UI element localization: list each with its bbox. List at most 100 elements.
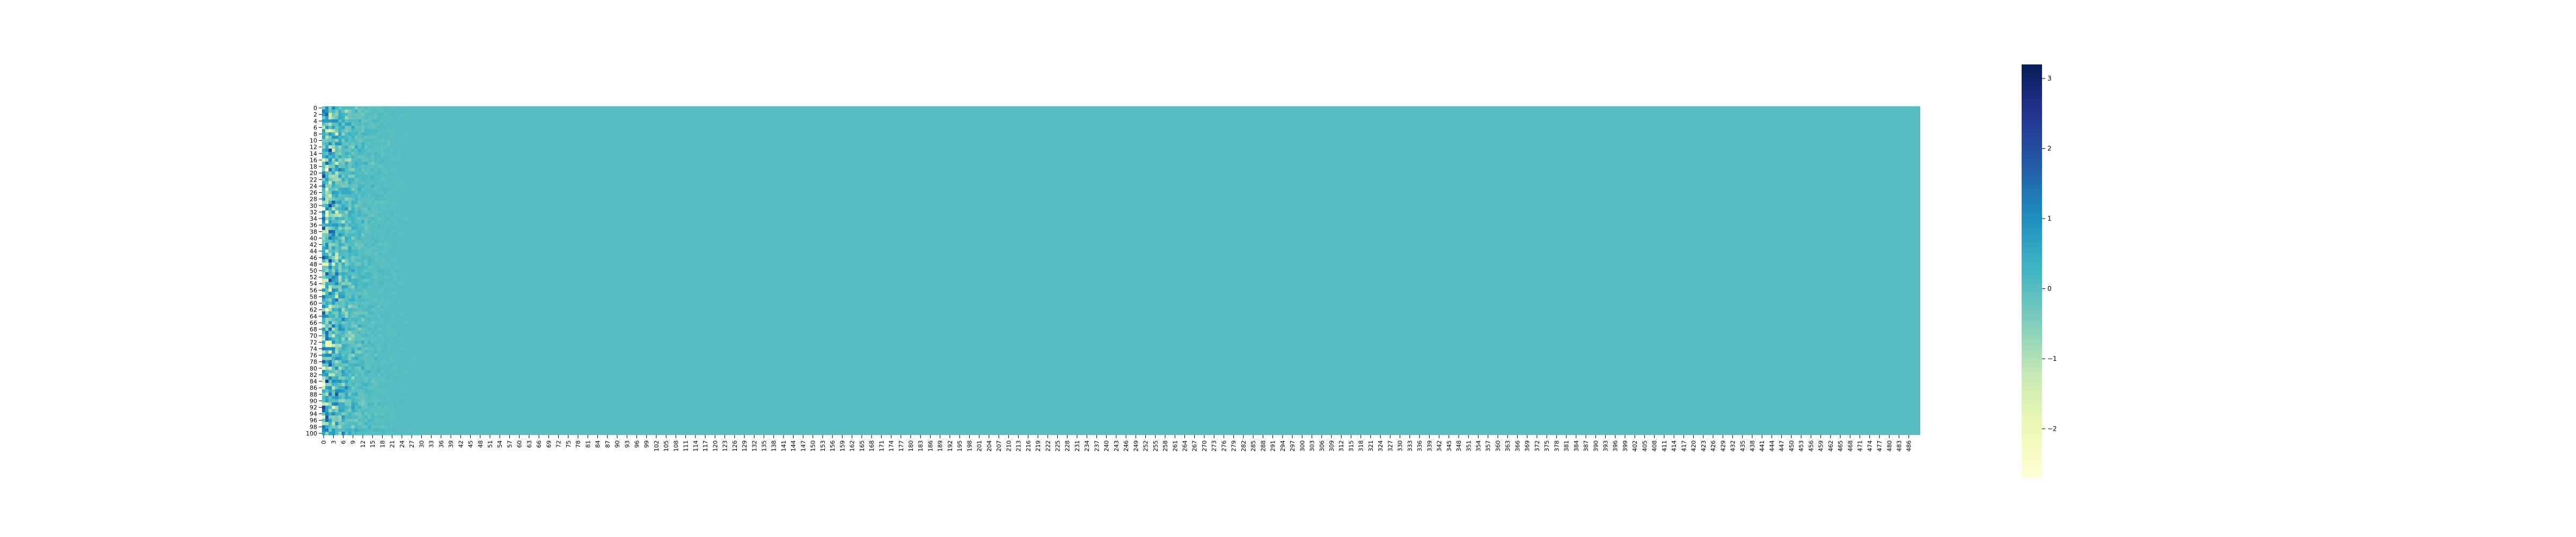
heatmap-cell (384, 158, 388, 162)
heatmap-cell (338, 292, 342, 295)
heatmap-cell (335, 337, 339, 341)
heatmap-cell (393, 275, 398, 279)
heatmap-cell (348, 148, 352, 153)
heatmap-cell (335, 389, 339, 393)
heatmap-cell (357, 393, 362, 396)
heatmap-cell (410, 135, 414, 140)
heatmap-cell (368, 236, 371, 240)
heatmap-cell (403, 418, 407, 423)
heatmap-cell (390, 334, 394, 338)
heatmap-cell (351, 301, 355, 306)
heatmap-cell (413, 110, 417, 113)
heatmap-cell (374, 363, 378, 367)
heatmap-cell (354, 240, 358, 243)
heatmap-cell (361, 353, 365, 358)
heatmap-cell (348, 331, 352, 335)
heatmap-cell (380, 383, 384, 387)
heatmap-cell (390, 197, 394, 201)
heatmap-cell (351, 409, 355, 413)
heatmap-cell (400, 110, 404, 113)
heatmap-cell (380, 363, 384, 367)
heatmap-cell (357, 409, 362, 413)
x-tick-label: 111 (683, 440, 690, 452)
heatmap-cell (390, 324, 394, 328)
heatmap-cell (416, 148, 420, 153)
heatmap-cell (357, 236, 362, 240)
heatmap-cell (328, 204, 332, 208)
heatmap-cell (357, 379, 362, 383)
heatmap-cell (384, 139, 388, 143)
x-tick-label: 15 (369, 440, 376, 448)
heatmap-cell (413, 405, 417, 410)
heatmap-cell (400, 353, 404, 358)
heatmap-cell (361, 151, 365, 156)
heatmap-cell (364, 126, 368, 129)
heatmap-cell (387, 249, 391, 253)
heatmap-cell (341, 240, 346, 243)
x-tick-label: 138 (771, 440, 778, 452)
heatmap-cell (332, 126, 335, 129)
heatmap-cell (377, 187, 381, 192)
heatmap-cell (400, 304, 404, 309)
heatmap-cell (354, 132, 358, 136)
heatmap-cell (374, 268, 378, 273)
heatmap-cell (357, 132, 362, 136)
heatmap-cell (325, 383, 329, 387)
heatmap-cell (387, 288, 391, 292)
heatmap-cell (354, 353, 358, 358)
x-tick-label: 102 (653, 440, 660, 452)
heatmap-cell (413, 373, 417, 377)
heatmap-cell (416, 298, 420, 302)
heatmap-cell (345, 285, 349, 289)
heatmap-cell (348, 328, 352, 331)
heatmap-cell (338, 357, 342, 361)
heatmap-cell (403, 113, 407, 117)
heatmap-cell (364, 402, 368, 406)
heatmap-cell (368, 122, 371, 126)
heatmap-cell (403, 347, 407, 351)
heatmap-cell (332, 304, 335, 309)
heatmap-cell (332, 344, 335, 347)
heatmap-cell (357, 431, 362, 436)
heatmap-cell (328, 191, 332, 195)
heatmap-cell (410, 324, 414, 328)
heatmap-cell (345, 340, 349, 344)
heatmap-cell (357, 187, 362, 192)
heatmap-cell (397, 272, 401, 276)
heatmap-cell (332, 122, 335, 126)
heatmap-cell (371, 262, 375, 266)
heatmap-cell (328, 243, 332, 247)
heatmap-cell (332, 317, 335, 322)
heatmap-cell (341, 353, 346, 358)
heatmap-cell (374, 366, 378, 371)
heatmap-cell (400, 399, 404, 403)
heatmap-cell (384, 265, 388, 270)
heatmap-cell (390, 210, 394, 214)
heatmap-cell (380, 328, 384, 331)
heatmap-cell (387, 295, 391, 299)
heatmap-cell (348, 204, 352, 208)
heatmap-cell (407, 389, 411, 393)
heatmap-cell (351, 265, 355, 270)
heatmap-cell (345, 383, 349, 387)
x-tick-label: 33 (428, 440, 435, 448)
heatmap-cell (410, 399, 414, 403)
heatmap-cell (413, 236, 417, 240)
heatmap-cell (368, 409, 371, 413)
heatmap-cell (407, 243, 411, 247)
heatmap-cell (413, 383, 417, 387)
heatmap-cell (374, 197, 378, 201)
heatmap-cell (325, 422, 329, 426)
heatmap-cell (407, 240, 411, 243)
heatmap-cell (368, 142, 371, 146)
heatmap-cell (345, 350, 349, 354)
heatmap-cell (328, 292, 332, 295)
x-tick-label: 366 (1514, 440, 1521, 452)
heatmap-cell (380, 119, 384, 123)
heatmap-cell (332, 324, 335, 328)
heatmap-cell (335, 282, 339, 286)
heatmap-cell (361, 399, 365, 403)
heatmap-cell (357, 119, 362, 123)
heatmap-cell (400, 379, 404, 383)
heatmap-cell (393, 236, 398, 240)
